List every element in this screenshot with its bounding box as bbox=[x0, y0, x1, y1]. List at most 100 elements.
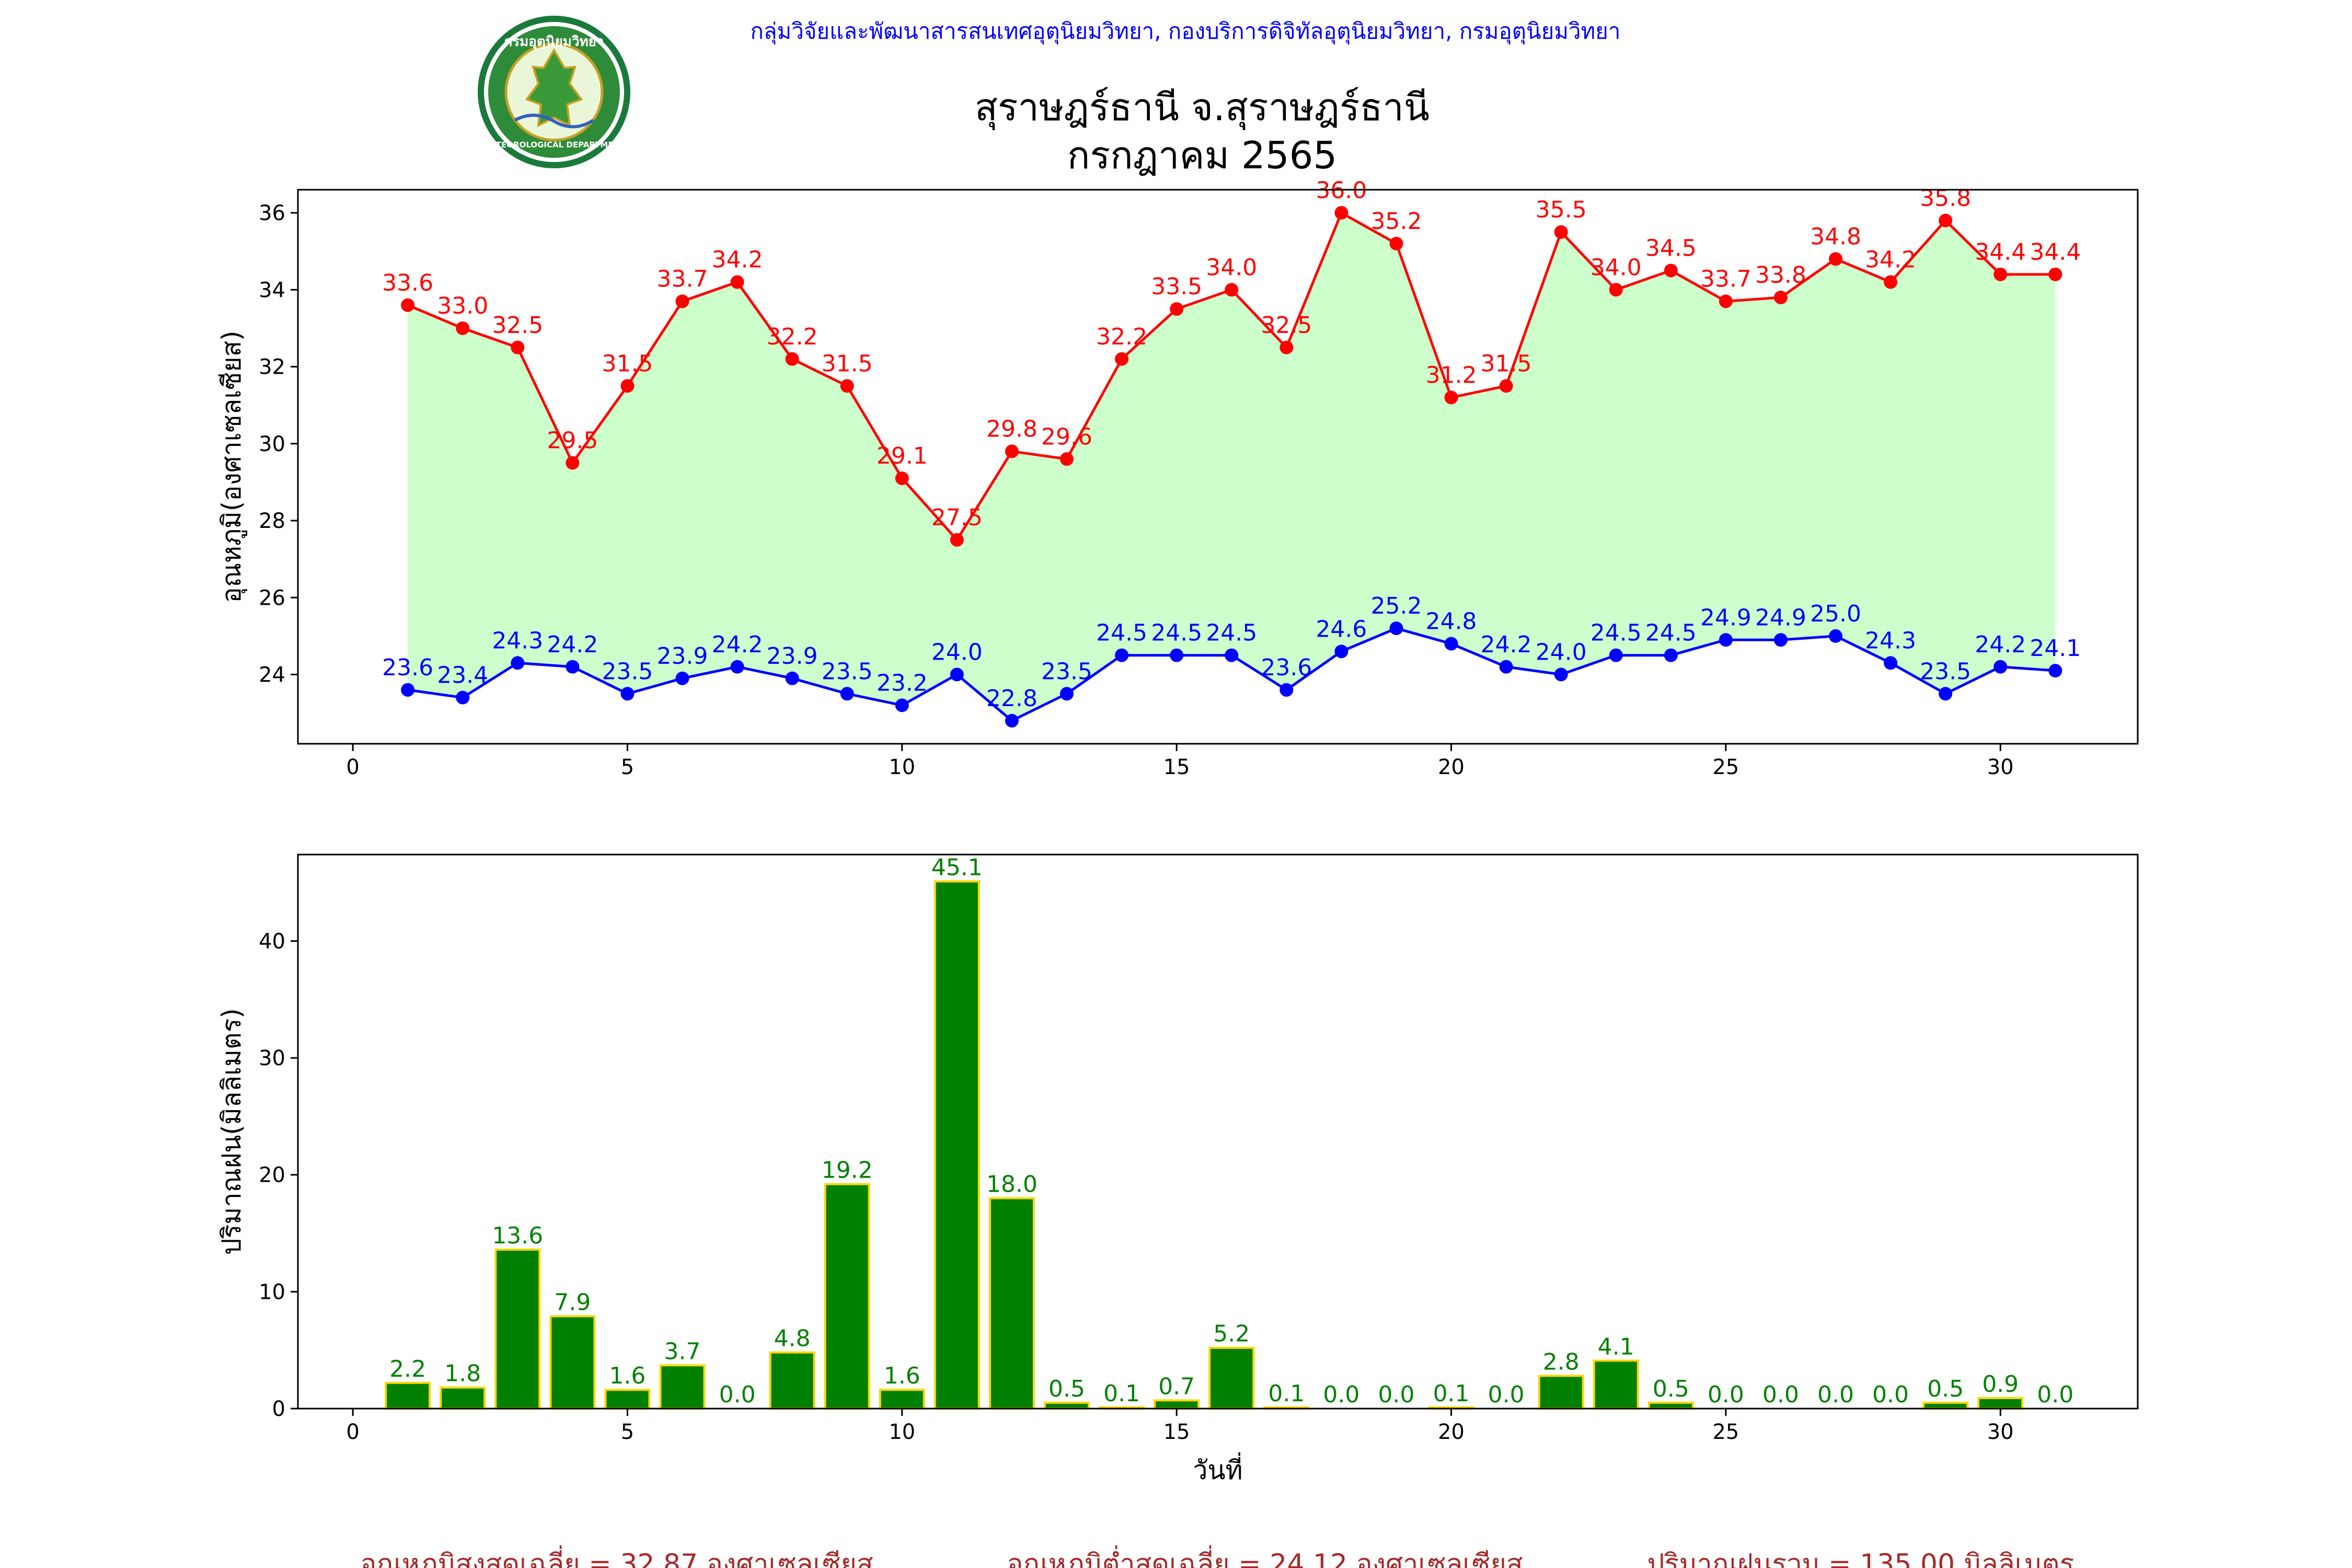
summary-avg-min: อุณหภูมิต่ำสุดเฉลี่ย = 24.12 องศาเซลเซีย… bbox=[1007, 1545, 1523, 1568]
min-temp-data-label: 24.5 bbox=[1590, 620, 1642, 647]
max-temp-point bbox=[840, 379, 854, 393]
rainfall-data-label: 45.1 bbox=[931, 854, 983, 881]
min-temp-point bbox=[840, 687, 854, 701]
max-temp-point bbox=[1279, 340, 1294, 354]
min-temp-point bbox=[456, 690, 470, 705]
temperature-y-tick-label: 30 bbox=[259, 432, 285, 456]
max-temp-point bbox=[1829, 252, 1843, 266]
min-temp-point bbox=[1279, 683, 1294, 697]
max-temp-point bbox=[1609, 283, 1623, 297]
min-temp-point bbox=[401, 683, 415, 697]
min-temp-data-label: 24.5 bbox=[1645, 620, 1697, 647]
max-temp-point bbox=[1884, 275, 1898, 289]
rainfall-data-label: 0.0 bbox=[1872, 1381, 1909, 1408]
max-temp-data-label: 27.5 bbox=[931, 504, 983, 531]
rainfall-x-tick-label: 25 bbox=[1712, 1420, 1739, 1444]
max-temp-point bbox=[456, 321, 470, 335]
max-temp-data-label: 32.2 bbox=[767, 324, 818, 350]
max-temp-data-label: 33.6 bbox=[382, 270, 433, 296]
min-temp-point bbox=[1389, 621, 1403, 636]
max-temp-point bbox=[401, 298, 415, 312]
min-temp-data-label: 23.9 bbox=[657, 643, 708, 670]
min-temp-data-label: 24.9 bbox=[1755, 604, 1806, 631]
min-temp-point bbox=[675, 671, 689, 685]
max-temp-point bbox=[1444, 390, 1458, 405]
max-temp-point bbox=[730, 275, 744, 289]
temperature-x-tick-label: 0 bbox=[346, 755, 359, 779]
rainfall-bar bbox=[1208, 1346, 1255, 1410]
min-temp-point bbox=[1884, 656, 1898, 670]
max-temp-data-label: 31.5 bbox=[822, 350, 873, 377]
max-temp-data-label: 34.4 bbox=[2030, 239, 2081, 266]
max-temp-point bbox=[2048, 267, 2062, 281]
max-temp-data-label: 32.2 bbox=[1096, 324, 1147, 350]
rainfall-bar bbox=[494, 1248, 541, 1410]
min-temp-data-label: 24.2 bbox=[1481, 631, 1532, 658]
temperature-x-tick-label: 20 bbox=[1438, 755, 1465, 779]
logo-bottom-text: METEOROLOGICAL DEPARTMENT bbox=[483, 140, 626, 149]
max-temp-data-label: 31.5 bbox=[602, 350, 653, 377]
min-temp-data-label: 24.2 bbox=[712, 631, 763, 658]
rainfall-bar bbox=[1922, 1401, 1969, 1410]
min-temp-point bbox=[895, 698, 909, 712]
min-temp-data-label: 24.1 bbox=[2030, 635, 2081, 662]
min-temp-data-label: 24.9 bbox=[1700, 604, 1751, 631]
min-temp-data-label: 24.3 bbox=[492, 627, 543, 654]
max-temp-data-label: 34.5 bbox=[1645, 235, 1697, 262]
max-temp-data-label: 33.7 bbox=[657, 266, 708, 292]
rainfall-bar bbox=[440, 1386, 486, 1410]
min-temp-point bbox=[1719, 633, 1733, 647]
rainfall-data-label: 0.7 bbox=[1158, 1373, 1195, 1400]
max-temp-point bbox=[1005, 444, 1019, 458]
rainfall-data-label: 1.6 bbox=[884, 1363, 920, 1389]
summary-avg-max: อุณหภูมิสูงสุดเฉลี่ย = 32.87 องศาเซลเซีย… bbox=[360, 1545, 873, 1568]
max-temp-point bbox=[1664, 263, 1678, 278]
rainfall-bar bbox=[1593, 1359, 1639, 1410]
rainfall-y-tick-label: 40 bbox=[259, 929, 285, 953]
min-temp-data-label: 24.2 bbox=[547, 631, 598, 658]
rainfall-bar bbox=[769, 1351, 815, 1410]
min-temp-point bbox=[1225, 648, 1239, 662]
min-temp-data-label: 23.6 bbox=[1261, 654, 1312, 681]
chart-title-line1: สุราษฎร์ธานี จ.สุราษฎร์ธานี bbox=[975, 85, 1429, 130]
temperature-x-tick-label: 5 bbox=[621, 755, 634, 779]
min-temp-point bbox=[1939, 687, 1953, 701]
temperature-y-tick-label: 28 bbox=[259, 509, 285, 533]
min-temp-data-label: 23.4 bbox=[437, 662, 488, 689]
min-temp-data-label: 23.2 bbox=[877, 670, 928, 696]
rainfall-chart: 2.2 1.8 13.6 7.9 1.6 3.7 0.0 4.8 19.2 1.6 45.1 18.0… bbox=[216, 854, 2139, 1485]
max-temp-point bbox=[1225, 283, 1239, 297]
max-temp-point bbox=[511, 340, 525, 354]
max-temp-data-label: 32.5 bbox=[492, 312, 543, 339]
temperature-plot-frame bbox=[297, 189, 2139, 745]
rainfall-data-label: 0.0 bbox=[1762, 1381, 1799, 1408]
rainfall-bar bbox=[385, 1381, 431, 1410]
min-temp-point bbox=[730, 660, 744, 674]
min-temp-data-label: 23.5 bbox=[1920, 658, 1971, 685]
logo: กรมอุตุนิยมวิทยา METEOROLOGICAL DEPARTME… bbox=[478, 16, 630, 168]
temperature-x-tick-label: 10 bbox=[889, 755, 915, 779]
rainfall-data-label: 4.1 bbox=[1598, 1333, 1634, 1360]
max-temp-point bbox=[675, 294, 689, 308]
min-temp-point bbox=[2048, 664, 2062, 678]
logo-wave bbox=[514, 113, 594, 129]
rainfall-data-label: 4.8 bbox=[774, 1325, 811, 1352]
max-temp-data-label: 31.2 bbox=[1426, 362, 1477, 389]
temperature-x-tick-label: 15 bbox=[1163, 755, 1190, 779]
max-temp-point bbox=[1060, 452, 1074, 466]
rainfall-data-label: 0.1 bbox=[1268, 1380, 1305, 1407]
logo-top-text: กรมอุตุนิยมวิทยา bbox=[504, 34, 604, 50]
max-temp-data-label: 33.5 bbox=[1151, 273, 1202, 300]
rainfall-data-label: 19.2 bbox=[822, 1157, 873, 1184]
max-temp-point bbox=[1939, 213, 1953, 227]
temperature-x-tick-label: 30 bbox=[1987, 755, 2014, 779]
logo-figure bbox=[525, 48, 583, 128]
max-temp-data-label: 34.0 bbox=[1590, 254, 1642, 281]
rainfall-x-tick-label: 10 bbox=[889, 1420, 915, 1444]
min-temp-data-label: 22.8 bbox=[986, 685, 1037, 712]
rainfall-data-label: 0.0 bbox=[719, 1381, 756, 1408]
rainfall-plot-frame bbox=[297, 854, 2139, 1410]
rainfall-data-label: 0.5 bbox=[1048, 1376, 1085, 1402]
rainfall-x-axis-label: วันที่ bbox=[1193, 1452, 1242, 1485]
min-temp-data-label: 23.9 bbox=[767, 643, 818, 670]
